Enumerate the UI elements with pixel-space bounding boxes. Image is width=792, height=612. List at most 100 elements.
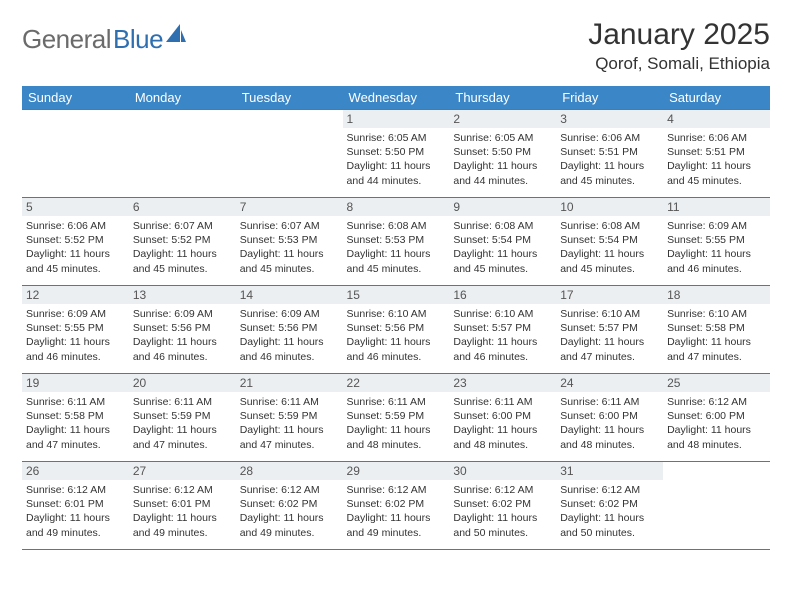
calendar-cell: 27Sunrise: 6:12 AMSunset: 6:01 PMDayligh… (129, 461, 236, 549)
sunset-line: Sunset: 5:52 PM (133, 234, 211, 246)
sunrise-line: Sunrise: 6:12 AM (347, 484, 427, 496)
calendar-cell: 18Sunrise: 6:10 AMSunset: 5:58 PMDayligh… (663, 285, 770, 373)
day-info: Sunrise: 6:09 AMSunset: 5:56 PMDaylight:… (131, 306, 234, 364)
day-info: Sunrise: 6:08 AMSunset: 5:54 PMDaylight:… (558, 218, 661, 276)
day-cell: 1Sunrise: 6:05 AMSunset: 5:50 PMDaylight… (343, 109, 450, 197)
calendar-cell: 2 Sunrise: 6:05 AMSunset: 5:50 PMDaylight… (449, 109, 556, 197)
sunrise-line: Sunrise: 6:10 AM (347, 308, 427, 320)
daylight-line: Daylight: 11 hours and 46 minutes. (347, 336, 431, 362)
calendar-cell: 21Sunrise: 6:11 AMSunset: 5:59 PMDayligh… (236, 373, 343, 461)
day-number: 20 (129, 374, 236, 392)
day-number: 12 (22, 286, 129, 304)
calendar-week-row: 5Sunrise: 6:06 AMSunset: 5:52 PMDaylight… (22, 197, 770, 285)
day-cell: 27Sunrise: 6:12 AMSunset: 6:01 PMDayligh… (129, 461, 236, 549)
calendar-cell: 17Sunrise: 6:10 AMSunset: 5:57 PMDayligh… (556, 285, 663, 373)
sunset-line: Sunset: 5:51 PM (667, 146, 745, 158)
daylight-line: Daylight: 11 hours and 45 minutes. (26, 248, 110, 274)
daylight-line: Daylight: 11 hours and 45 minutes. (133, 248, 217, 274)
day-cell: 9 Sunrise: 6:08 AMSunset: 5:54 PMDaylight… (449, 197, 556, 285)
day-number: 22 (343, 374, 450, 392)
daylight-line: Daylight: 11 hours and 47 minutes. (667, 336, 751, 362)
sunrise-line: Sunrise: 6:12 AM (26, 484, 106, 496)
day-number: 2 (449, 110, 556, 128)
day-cell: 19Sunrise: 6:11 AMSunset: 5:58 PMDayligh… (22, 373, 129, 461)
sunset-line: Sunset: 5:54 PM (560, 234, 638, 246)
day-number: 25 (663, 374, 770, 392)
sunset-line: Sunset: 5:57 PM (560, 322, 638, 334)
day-info: Sunrise: 6:10 AMSunset: 5:57 PMDaylight:… (451, 306, 554, 364)
day-number: 11 (663, 198, 770, 216)
empty-day (22, 109, 129, 197)
day-cell: 24Sunrise: 6:11 AMSunset: 6:00 PMDayligh… (556, 373, 663, 461)
calendar-cell: 25Sunrise: 6:12 AMSunset: 6:00 PMDayligh… (663, 373, 770, 461)
sunset-line: Sunset: 5:59 PM (347, 410, 425, 422)
weekday-header: Friday (556, 86, 663, 109)
calendar-cell (236, 109, 343, 197)
day-number: 26 (22, 462, 129, 480)
day-info: Sunrise: 6:10 AMSunset: 5:58 PMDaylight:… (665, 306, 768, 364)
day-info: Sunrise: 6:12 AMSunset: 6:02 PMDaylight:… (451, 482, 554, 540)
title-block: January 2025 Qorof, Somali, Ethiopia (588, 18, 770, 74)
sunrise-line: Sunrise: 6:08 AM (560, 220, 640, 232)
day-number: 24 (556, 374, 663, 392)
day-cell: 13Sunrise: 6:09 AMSunset: 5:56 PMDayligh… (129, 285, 236, 373)
sunset-line: Sunset: 5:58 PM (26, 410, 104, 422)
day-number: 23 (449, 374, 556, 392)
day-cell: 8Sunrise: 6:08 AMSunset: 5:53 PMDaylight… (343, 197, 450, 285)
day-cell: 7Sunrise: 6:07 AMSunset: 5:53 PMDaylight… (236, 197, 343, 285)
sunrise-line: Sunrise: 6:12 AM (667, 396, 747, 408)
day-info: Sunrise: 6:10 AMSunset: 5:56 PMDaylight:… (345, 306, 448, 364)
brand-logo: General Blue (22, 24, 188, 55)
day-cell: 14Sunrise: 6:09 AMSunset: 5:56 PMDayligh… (236, 285, 343, 373)
calendar-cell: 16 Sunrise: 6:10 AMSunset: 5:57 PMDayligh… (449, 285, 556, 373)
day-number: 14 (236, 286, 343, 304)
sunset-line: Sunset: 5:53 PM (347, 234, 425, 246)
calendar-week-row: 26Sunrise: 6:12 AMSunset: 6:01 PMDayligh… (22, 461, 770, 549)
calendar-cell: 1Sunrise: 6:05 AMSunset: 5:50 PMDaylight… (343, 109, 450, 197)
day-number: 17 (556, 286, 663, 304)
sunrise-line: Sunrise: 6:09 AM (133, 308, 213, 320)
day-cell: 16 Sunrise: 6:10 AMSunset: 5:57 PMDayligh… (449, 285, 556, 373)
daylight-line: Daylight: 11 hours and 45 minutes. (240, 248, 324, 274)
day-number: 9 (449, 198, 556, 216)
day-info: Sunrise: 6:11 AMSunset: 5:59 PMDaylight:… (345, 394, 448, 452)
day-number: 7 (236, 198, 343, 216)
sunrise-line: Sunrise: 6:10 AM (453, 308, 533, 320)
daylight-line: Daylight: 11 hours and 48 minutes. (667, 424, 751, 450)
sunrise-line: Sunrise: 6:11 AM (560, 396, 639, 408)
daylight-line: Daylight: 11 hours and 47 minutes. (560, 336, 644, 362)
sunrise-line: Sunrise: 6:09 AM (667, 220, 747, 232)
day-number: 6 (129, 198, 236, 216)
calendar-cell: 23Sunrise: 6:11 AMSunset: 6:00 PMDayligh… (449, 373, 556, 461)
day-info: Sunrise: 6:11 AMSunset: 5:58 PMDaylight:… (24, 394, 127, 452)
calendar-week-row: 1Sunrise: 6:05 AMSunset: 5:50 PMDaylight… (22, 109, 770, 197)
calendar-week-row: 19Sunrise: 6:11 AMSunset: 5:58 PMDayligh… (22, 373, 770, 461)
day-info: Sunrise: 6:08 AMSunset: 5:54 PMDaylight:… (451, 218, 554, 276)
weekday-header-row: SundayMondayTuesdayWednesdayThursdayFrid… (22, 86, 770, 109)
sunrise-line: Sunrise: 6:08 AM (347, 220, 427, 232)
day-info: Sunrise: 6:05 AMSunset: 5:50 PMDaylight:… (451, 130, 554, 188)
daylight-line: Daylight: 11 hours and 47 minutes. (26, 424, 110, 450)
sunrise-line: Sunrise: 6:11 AM (240, 396, 319, 408)
empty-day (129, 109, 236, 197)
weekday-header: Saturday (663, 86, 770, 109)
sunset-line: Sunset: 6:02 PM (560, 498, 638, 510)
sunrise-line: Sunrise: 6:12 AM (240, 484, 320, 496)
sunrise-line: Sunrise: 6:08 AM (453, 220, 533, 232)
day-number: 16 (449, 286, 556, 304)
daylight-line: Daylight: 11 hours and 48 minutes. (453, 424, 537, 450)
sunrise-line: Sunrise: 6:10 AM (667, 308, 747, 320)
daylight-line: Daylight: 11 hours and 45 minutes. (453, 248, 537, 274)
calendar-cell: 26Sunrise: 6:12 AMSunset: 6:01 PMDayligh… (22, 461, 129, 549)
daylight-line: Daylight: 11 hours and 46 minutes. (667, 248, 751, 274)
sunrise-line: Sunrise: 6:05 AM (453, 132, 533, 144)
calendar-cell: 7Sunrise: 6:07 AMSunset: 5:53 PMDaylight… (236, 197, 343, 285)
weekday-header: Monday (129, 86, 236, 109)
sunset-line: Sunset: 5:55 PM (26, 322, 104, 334)
daylight-line: Daylight: 11 hours and 45 minutes. (560, 160, 644, 186)
daylight-line: Daylight: 11 hours and 45 minutes. (667, 160, 751, 186)
calendar-cell (22, 109, 129, 197)
daylight-line: Daylight: 11 hours and 49 minutes. (240, 512, 324, 538)
empty-day (663, 461, 770, 549)
daylight-line: Daylight: 11 hours and 49 minutes. (347, 512, 431, 538)
